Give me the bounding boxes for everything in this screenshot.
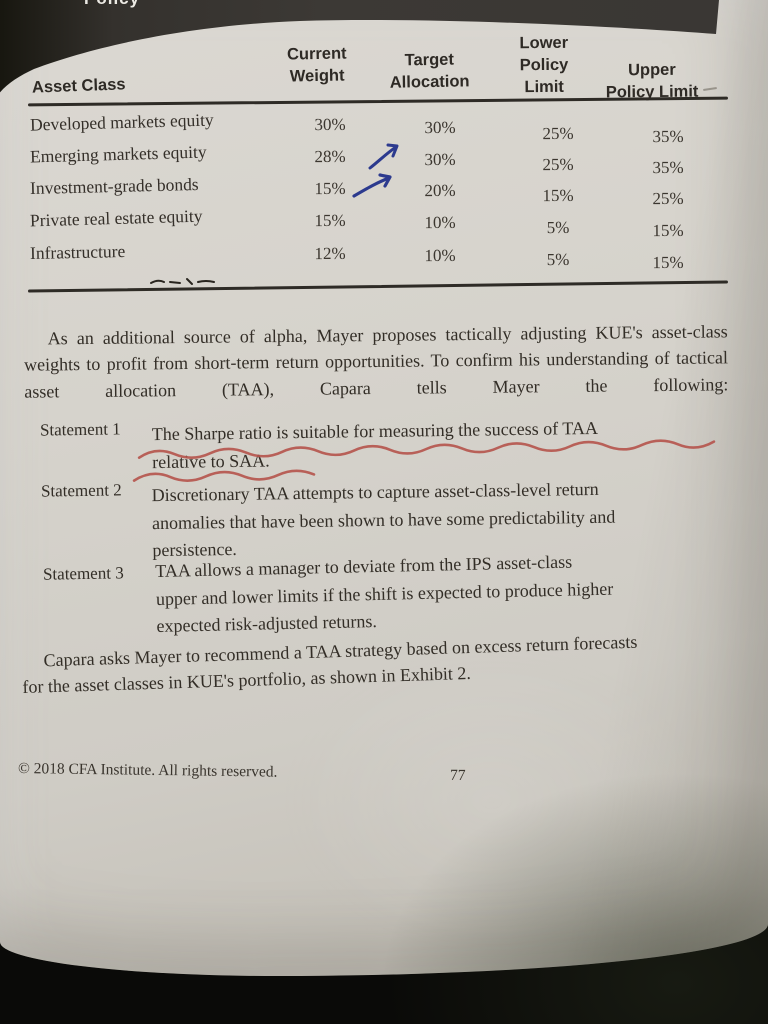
pen-scribble bbox=[150, 278, 215, 285]
exhibit-title-fragment: Policy bbox=[84, 0, 174, 9]
exhibit-header-bar bbox=[0, 0, 719, 93]
copyright-notice: © 2018 CFA Institute. All rights reserve… bbox=[17, 760, 278, 781]
table-cell-lower-policy-limit: 15% bbox=[542, 185, 574, 206]
table-cell-current-weight: 30% bbox=[314, 114, 346, 135]
table-row-asset-class: Private real estate equity bbox=[29, 205, 203, 231]
table-cell-lower-policy-limit: 25% bbox=[542, 154, 574, 175]
table-cell-upper-policy-limit: 15% bbox=[652, 220, 684, 241]
table-cell-upper-policy-limit: 35% bbox=[652, 126, 684, 147]
table-cell-current-weight: 28% bbox=[314, 146, 346, 167]
table-cell-current-weight: 15% bbox=[314, 210, 346, 231]
statement-2-label: Statement 2 bbox=[40, 480, 122, 501]
table-bottom-rule bbox=[28, 280, 728, 293]
table-cell-lower-policy-limit: 5% bbox=[546, 217, 570, 238]
table-cell-target-allocation: 10% bbox=[424, 245, 456, 266]
table-cell-upper-policy-limit: 15% bbox=[652, 252, 684, 273]
table-cell-lower-policy-limit: 25% bbox=[542, 123, 574, 144]
paragraph-intro-taa: As an additional source of alpha, Mayer … bbox=[23, 321, 729, 402]
statement-3-text: TAA allows a manager to deviate from the… bbox=[155, 551, 614, 637]
statement-1-label: Statement 1 bbox=[39, 419, 121, 440]
handwritten-up-right-arrow-icon bbox=[352, 173, 392, 198]
paragraph-capara-request: Capara asks Mayer to recommend a TAA str… bbox=[22, 631, 638, 698]
col-header-target-allocation: Target Allocation bbox=[389, 50, 470, 92]
table-cell-target-allocation: 30% bbox=[424, 117, 456, 138]
paper-page: Policy Asset Class Current Weight Target… bbox=[0, 0, 768, 976]
table-cell-target-allocation: 30% bbox=[424, 149, 456, 170]
table-row-asset-class: Investment-grade bonds bbox=[29, 173, 199, 199]
red-wavy-underline bbox=[137, 439, 716, 459]
col-header-asset-class: Asset Class bbox=[31, 75, 126, 97]
table-cell-upper-policy-limit: 25% bbox=[652, 188, 684, 209]
table-cell-current-weight: 12% bbox=[314, 243, 346, 264]
table-cell-lower-policy-limit: 5% bbox=[546, 249, 570, 270]
handwritten-up-right-arrow-icon bbox=[368, 143, 399, 170]
col-header-current-weight: Current Weight bbox=[286, 44, 347, 86]
page-number: 77 bbox=[449, 766, 466, 785]
table-row-asset-class: Emerging markets equity bbox=[29, 141, 207, 167]
red-wavy-underline bbox=[132, 469, 316, 482]
table-row-asset-class: Developed markets equity bbox=[29, 109, 214, 135]
table-cell-target-allocation: 20% bbox=[424, 180, 456, 201]
col-header-lower-policy-limit: Lower Policy Limit bbox=[519, 33, 569, 96]
statement-3-label: Statement 3 bbox=[42, 563, 124, 584]
table-cell-target-allocation: 10% bbox=[424, 212, 456, 233]
exhibit-title-fragment-text: Policy bbox=[84, 0, 174, 9]
table-cell-upper-policy-limit: 35% bbox=[652, 157, 684, 178]
table-row-asset-class: Infrastructure bbox=[29, 241, 126, 263]
